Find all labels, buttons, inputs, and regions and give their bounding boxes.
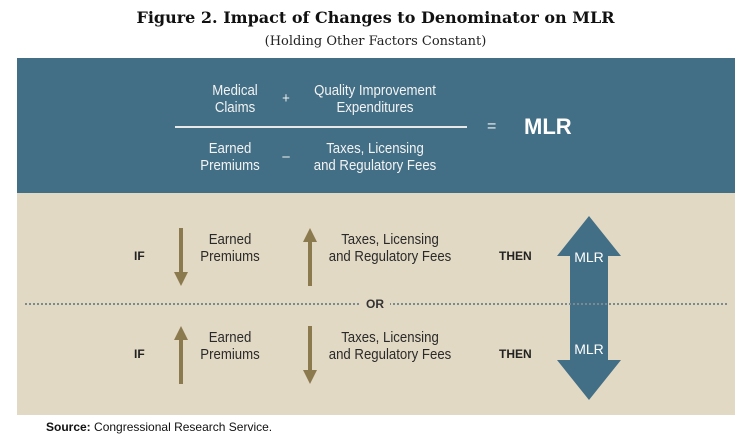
mlr-arrow-down-icon: [557, 308, 621, 400]
arrow-down-icon: [174, 228, 188, 286]
denominator-earned-premiums: Earned Premiums: [200, 140, 260, 174]
figure-title: Figure 2. Impact of Changes to Denominat…: [136, 8, 615, 27]
mlr-arrow-up-icon: [557, 216, 621, 308]
numerator-medical-claims: Medical Claims: [212, 82, 258, 116]
then-label: THEN: [499, 347, 532, 361]
minus-sign: –: [282, 148, 290, 165]
mlr-arrow-label: MLR: [574, 341, 604, 357]
then-label: THEN: [499, 249, 532, 263]
taxes-fees-label: Taxes, Licensing and Regulatory Fees: [328, 231, 452, 265]
formula-band: [17, 58, 735, 193]
arrow-down-icon: [303, 326, 317, 384]
source-note: Source: Congressional Research Service.: [46, 420, 273, 434]
equals-sign: =: [487, 118, 497, 135]
fraction-bar: [175, 126, 467, 128]
numerator-quality-improvement: Quality Improvement Expenditures: [314, 82, 436, 116]
or-label: OR: [360, 297, 390, 311]
earned-premiums-label: Earned Premiums: [200, 329, 260, 363]
figure-subtitle: (Holding Other Factors Constant): [264, 34, 487, 49]
arrow-up-icon: [174, 326, 188, 384]
if-label: IF: [134, 249, 145, 263]
mlr-result: MLR: [524, 114, 572, 139]
denominator-taxes-fees: Taxes, Licensing and Regulatory Fees: [313, 140, 437, 174]
taxes-fees-label: Taxes, Licensing and Regulatory Fees: [328, 329, 452, 363]
if-label: IF: [134, 347, 145, 361]
earned-premiums-label: Earned Premiums: [200, 231, 260, 265]
arrow-up-icon: [303, 228, 317, 286]
mlr-arrow-label: MLR: [574, 249, 604, 265]
plus-sign: +: [282, 90, 290, 107]
